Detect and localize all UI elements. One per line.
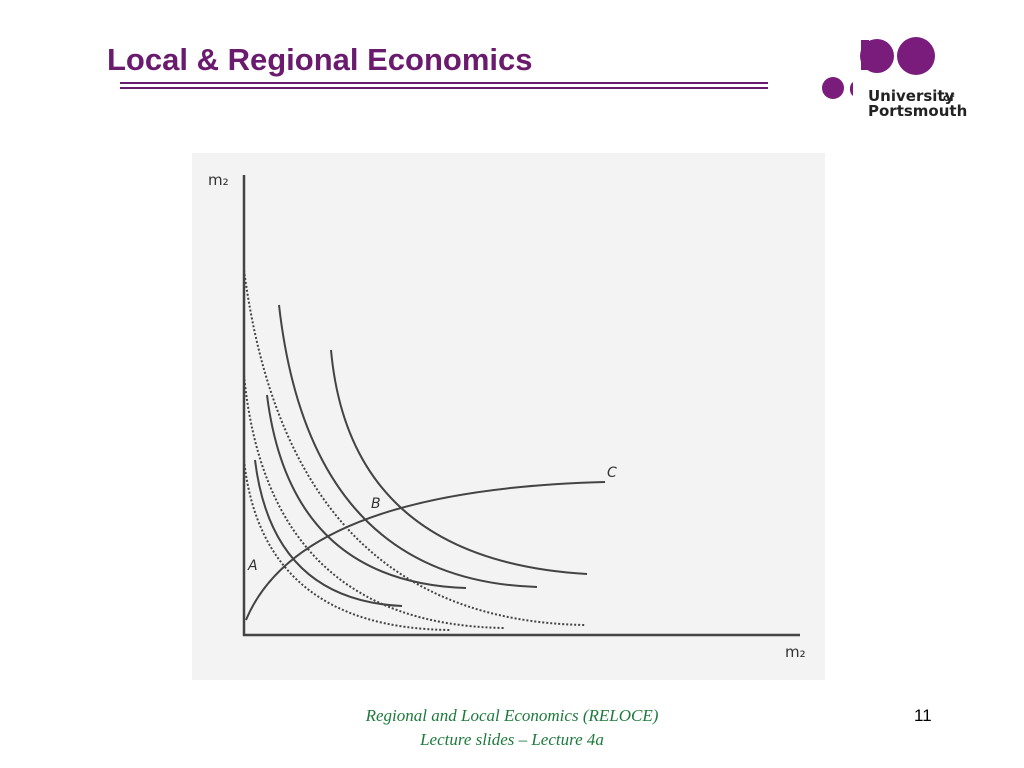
slide-title: Local & Regional Economics xyxy=(107,42,533,77)
diagram: m₂ m₂ A B C xyxy=(192,153,825,680)
point-label: A xyxy=(247,558,258,574)
axis-label: m₂ xyxy=(208,171,229,189)
logo-text: University xyxy=(868,87,955,105)
point-label: B xyxy=(371,496,381,512)
footer-line: Regional and Local Economics (RELOCE) xyxy=(365,706,659,725)
axis-label: m₂ xyxy=(785,643,806,661)
logo-text: Portsmouth xyxy=(868,102,967,120)
point-label: C xyxy=(607,465,617,481)
logo: University of Portsmouth xyxy=(822,37,967,120)
footer-line: Lecture slides – Lecture 4a xyxy=(420,730,604,749)
page-number: 11 xyxy=(914,706,932,725)
slide-graphics: University of Portsmouth m₂ m₂ A B C xyxy=(120,37,967,680)
logo-text: of xyxy=(943,93,955,104)
